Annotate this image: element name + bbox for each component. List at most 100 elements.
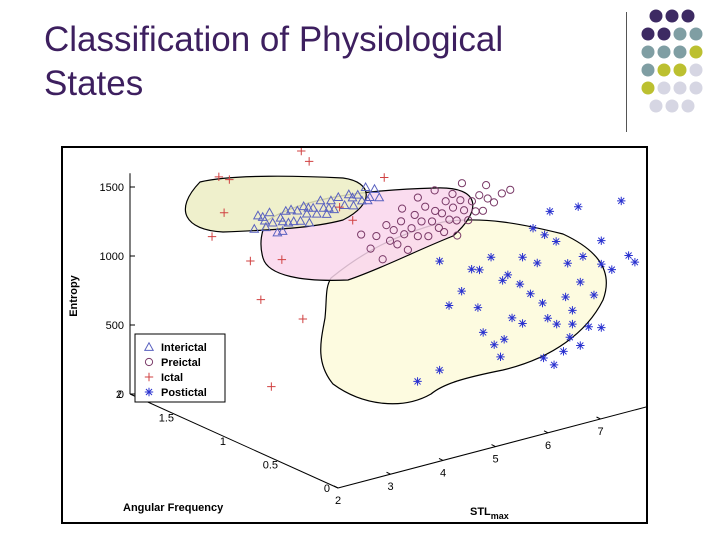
postictal-point <box>538 298 547 308</box>
stl-axis-label-main: STL <box>470 506 491 518</box>
preictal-point <box>497 189 506 198</box>
postictal-point <box>539 353 548 363</box>
ictal-point <box>277 255 287 264</box>
ictal-point <box>207 232 217 241</box>
preictal-point <box>457 179 467 188</box>
interictal-point <box>321 208 332 218</box>
postictal-point <box>584 322 593 331</box>
interictal-point <box>369 183 380 193</box>
interictal-point <box>347 192 358 202</box>
stl-tick-label: 7 <box>597 426 603 438</box>
interictal-point <box>339 199 350 209</box>
postictal-point <box>607 265 616 274</box>
decorative-dot <box>649 99 663 113</box>
postictal-point <box>499 335 509 344</box>
preictal-point <box>482 181 491 190</box>
preictal-point <box>357 230 366 239</box>
ictal-point <box>214 172 224 182</box>
decorative-dot <box>689 63 703 77</box>
stl-tick-label: 4 <box>440 467 446 479</box>
postictal-point <box>473 303 483 312</box>
entropy-tick-label: 1500 <box>100 182 124 194</box>
interictal-point <box>298 201 309 211</box>
interictal-point <box>277 216 288 226</box>
legend-label-postictal: Postictal <box>161 387 207 399</box>
interictal-point <box>360 181 371 192</box>
postictal-point <box>478 328 488 337</box>
cluster-regions <box>184 175 607 405</box>
entropy-tick-label: 1000 <box>100 251 124 263</box>
title-divider <box>626 12 627 132</box>
interictal-point <box>264 207 275 217</box>
decorative-dot <box>641 45 655 59</box>
postictal-point <box>467 265 476 274</box>
ictal-point <box>256 295 266 304</box>
interictal-point <box>252 210 264 220</box>
postictal-point <box>526 289 535 298</box>
ictal-point <box>267 382 276 391</box>
postictal-point <box>574 202 583 211</box>
legend-marker-ictal <box>144 372 154 382</box>
interictal-point <box>249 223 260 233</box>
postictal-point <box>413 377 422 386</box>
stl-tick-mark <box>491 444 496 448</box>
preictal-point <box>489 198 499 207</box>
ictal-point <box>298 314 308 324</box>
preictal-point <box>478 206 488 215</box>
interictal-point <box>325 195 336 205</box>
interictal-point <box>352 189 363 199</box>
preictal-point <box>372 231 381 241</box>
decorative-dot <box>689 81 703 95</box>
interictal-point <box>315 195 326 205</box>
preictal-point <box>396 217 406 226</box>
preictal-point <box>382 221 391 230</box>
postictal-point <box>597 236 606 245</box>
postictal-point <box>549 360 559 370</box>
decorative-dot <box>657 45 671 59</box>
postictal-point <box>559 347 568 356</box>
decorative-dot-grid <box>641 9 703 113</box>
preictal-point <box>456 196 465 205</box>
postictal-point <box>576 277 585 287</box>
postictal-point <box>457 286 466 296</box>
chart-legend: Interictal Preictal Ictal Postictal <box>134 333 226 403</box>
postictal-point <box>568 306 577 315</box>
ictal-point <box>304 157 314 166</box>
preictal-point <box>437 209 447 218</box>
preictal-point <box>467 197 477 206</box>
postictal-point <box>576 341 585 350</box>
ictal-point <box>348 216 357 225</box>
decorative-dot <box>673 45 687 59</box>
interictal-point <box>288 216 299 226</box>
preictal-point <box>403 245 412 254</box>
interictal-point <box>318 202 329 212</box>
postictal-point <box>578 252 588 261</box>
slide-title-line-2: States <box>44 64 144 103</box>
interictal-point <box>292 205 303 215</box>
angular-frequency-axis-label: Angular Frequency <box>123 502 224 514</box>
angular-frequency-tick-label: 1.5 <box>159 413 174 425</box>
stl-tick-mark <box>543 430 549 434</box>
interictal-point <box>260 221 271 232</box>
preictal-point <box>453 231 462 240</box>
legend-marker-preictal <box>144 357 154 367</box>
ictal-point <box>380 173 389 182</box>
interictal-point <box>311 208 322 218</box>
postictal-point <box>507 313 517 323</box>
angular-frequency-tick-label: 0.5 <box>263 460 278 472</box>
postictal-point <box>617 196 626 206</box>
preictal-point <box>434 223 443 233</box>
postictal-point <box>518 253 527 262</box>
preictal-point <box>430 186 439 195</box>
postictal-point <box>515 279 525 289</box>
preictal-point <box>459 206 469 215</box>
preictal-point <box>407 224 416 233</box>
preictal-point <box>441 197 450 206</box>
ictal-point <box>225 175 234 184</box>
preictal-point <box>410 210 419 220</box>
decorative-dot <box>641 63 655 77</box>
angular-frequency-tick-label: 0 <box>324 483 330 495</box>
